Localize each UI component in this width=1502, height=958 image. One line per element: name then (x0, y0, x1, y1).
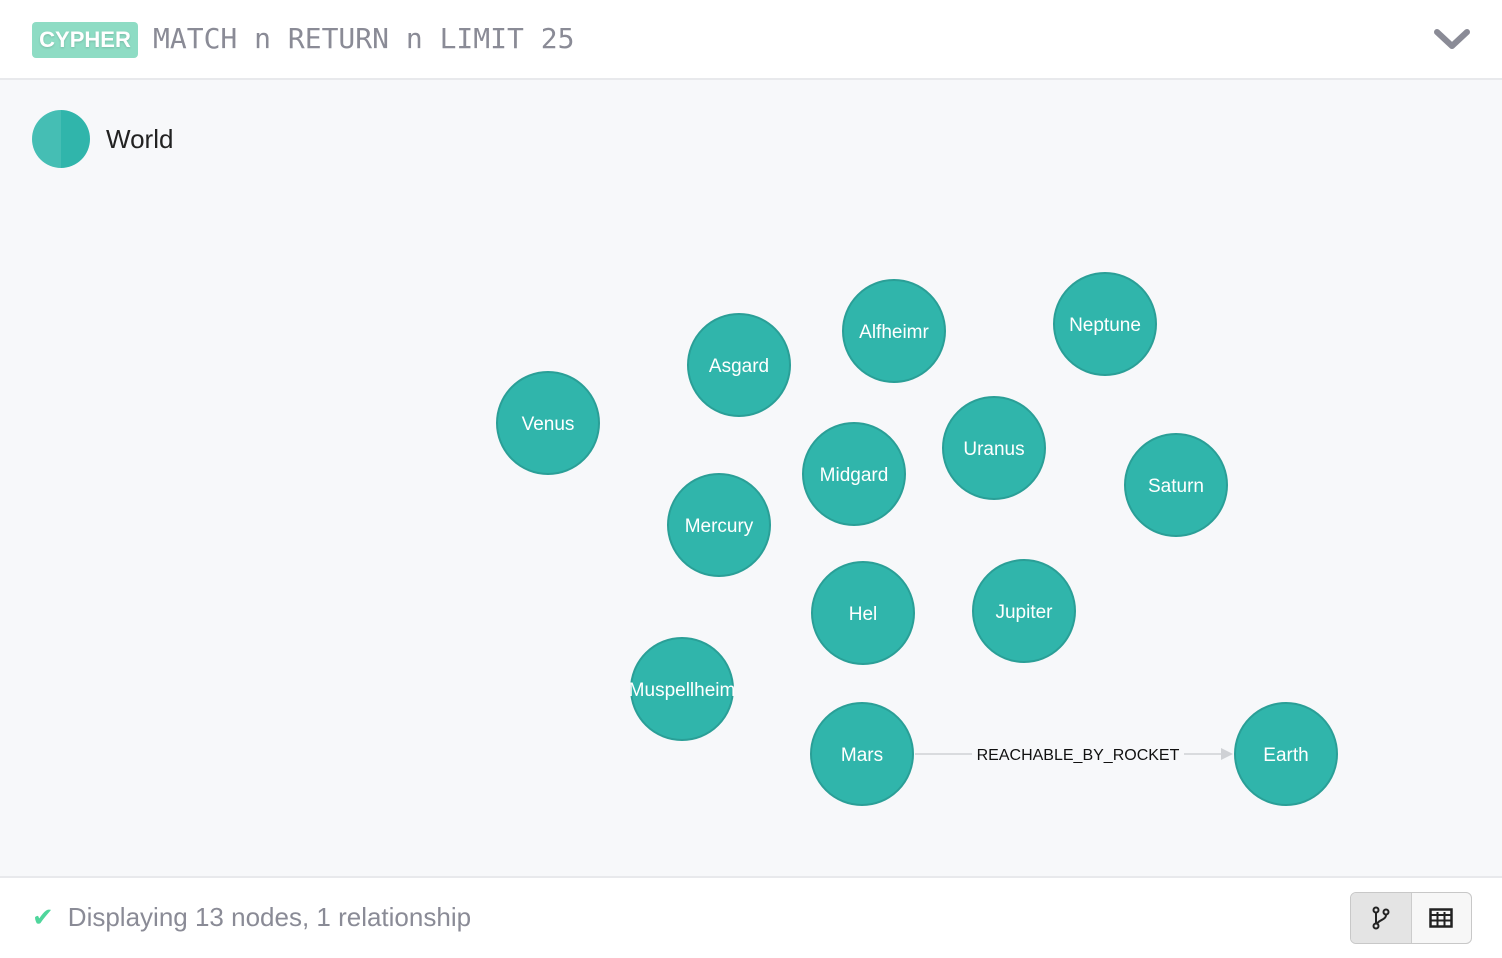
node-circle[interactable] (667, 473, 771, 577)
node-circle[interactable] (942, 396, 1046, 500)
node-label: Jupiter (995, 602, 1053, 623)
node-hel[interactable]: Hel (811, 561, 915, 665)
status-text: Displaying 13 nodes, 1 relationship (67, 902, 472, 932)
cypher-badge: CYPHER (32, 22, 138, 58)
table-view-button[interactable] (1412, 893, 1472, 943)
node-circle[interactable] (802, 422, 906, 526)
node-label: Hel (849, 604, 878, 625)
node-label: Neptune (1069, 315, 1141, 336)
node-circle[interactable] (630, 637, 734, 741)
view-toggle (1350, 892, 1472, 944)
node-label: Saturn (1148, 476, 1204, 497)
node-asgard[interactable]: Asgard (687, 313, 791, 417)
status-bar: ✔ Displaying 13 nodes, 1 relationship (0, 876, 1502, 958)
node-circle[interactable] (687, 313, 791, 417)
node-midgard[interactable]: Midgard (802, 422, 906, 526)
node-mercury[interactable]: Mercury (667, 473, 771, 577)
node-muspellheim[interactable]: Muspellheim (629, 637, 736, 741)
relationship-label: REACHABLE_BY_ROCKET (977, 747, 1180, 764)
node-circle[interactable] (496, 371, 600, 475)
graph-visualization: REACHABLE_BY_ROCKET Alfheimr Neptune Asgard… (496, 272, 1338, 806)
node-circle[interactable] (1124, 433, 1228, 537)
legend-label: World (106, 123, 174, 154)
node-label: Midgard (820, 465, 889, 486)
node-label: Venus (522, 414, 575, 435)
arrowhead-icon (1221, 748, 1233, 760)
node-label: Asgard (709, 356, 769, 377)
node-saturn[interactable]: Saturn (1124, 433, 1228, 537)
node-venus[interactable]: Venus (496, 371, 600, 475)
table-view-icon (1429, 908, 1453, 928)
graph-view-button[interactable] (1351, 893, 1412, 943)
node-mars[interactable]: Mars (810, 702, 914, 806)
node-jupiter[interactable]: Jupiter (972, 559, 1076, 663)
node-neptune[interactable]: Neptune (1053, 272, 1157, 376)
node-uranus[interactable]: Uranus (942, 396, 1046, 500)
node-earth[interactable]: Earth (1234, 702, 1338, 806)
node-label: Mars (841, 745, 883, 766)
node-circle[interactable] (810, 702, 914, 806)
query-header: CYPHER MATCH n RETURN n LIMIT 25 (0, 0, 1502, 80)
node-label: Muspellheim (629, 680, 736, 701)
chevron-down-icon[interactable] (1432, 24, 1472, 54)
graph-view-icon (1372, 906, 1390, 930)
node-alfheimr[interactable]: Alfheimr (842, 279, 946, 383)
node-label: Earth (1263, 745, 1308, 766)
legend-item-world[interactable]: World (32, 110, 173, 168)
node-circle[interactable] (811, 561, 915, 665)
node-label: Uranus (963, 439, 1024, 460)
node-circle[interactable] (842, 279, 946, 383)
legend-color-swatch (32, 110, 90, 168)
node-circle[interactable] (1053, 272, 1157, 376)
node-circle[interactable] (1234, 702, 1338, 806)
node-circle[interactable] (972, 559, 1076, 663)
query-text[interactable]: MATCH n RETURN n LIMIT 25 (153, 22, 575, 55)
relationship-reachable_by_rocket[interactable]: REACHABLE_BY_ROCKET (915, 744, 1233, 764)
node-label: Alfheimr (859, 322, 929, 343)
node-label: Mercury (685, 516, 754, 537)
check-icon: ✔ (32, 902, 54, 932)
relationship-label-bg (972, 744, 1184, 762)
